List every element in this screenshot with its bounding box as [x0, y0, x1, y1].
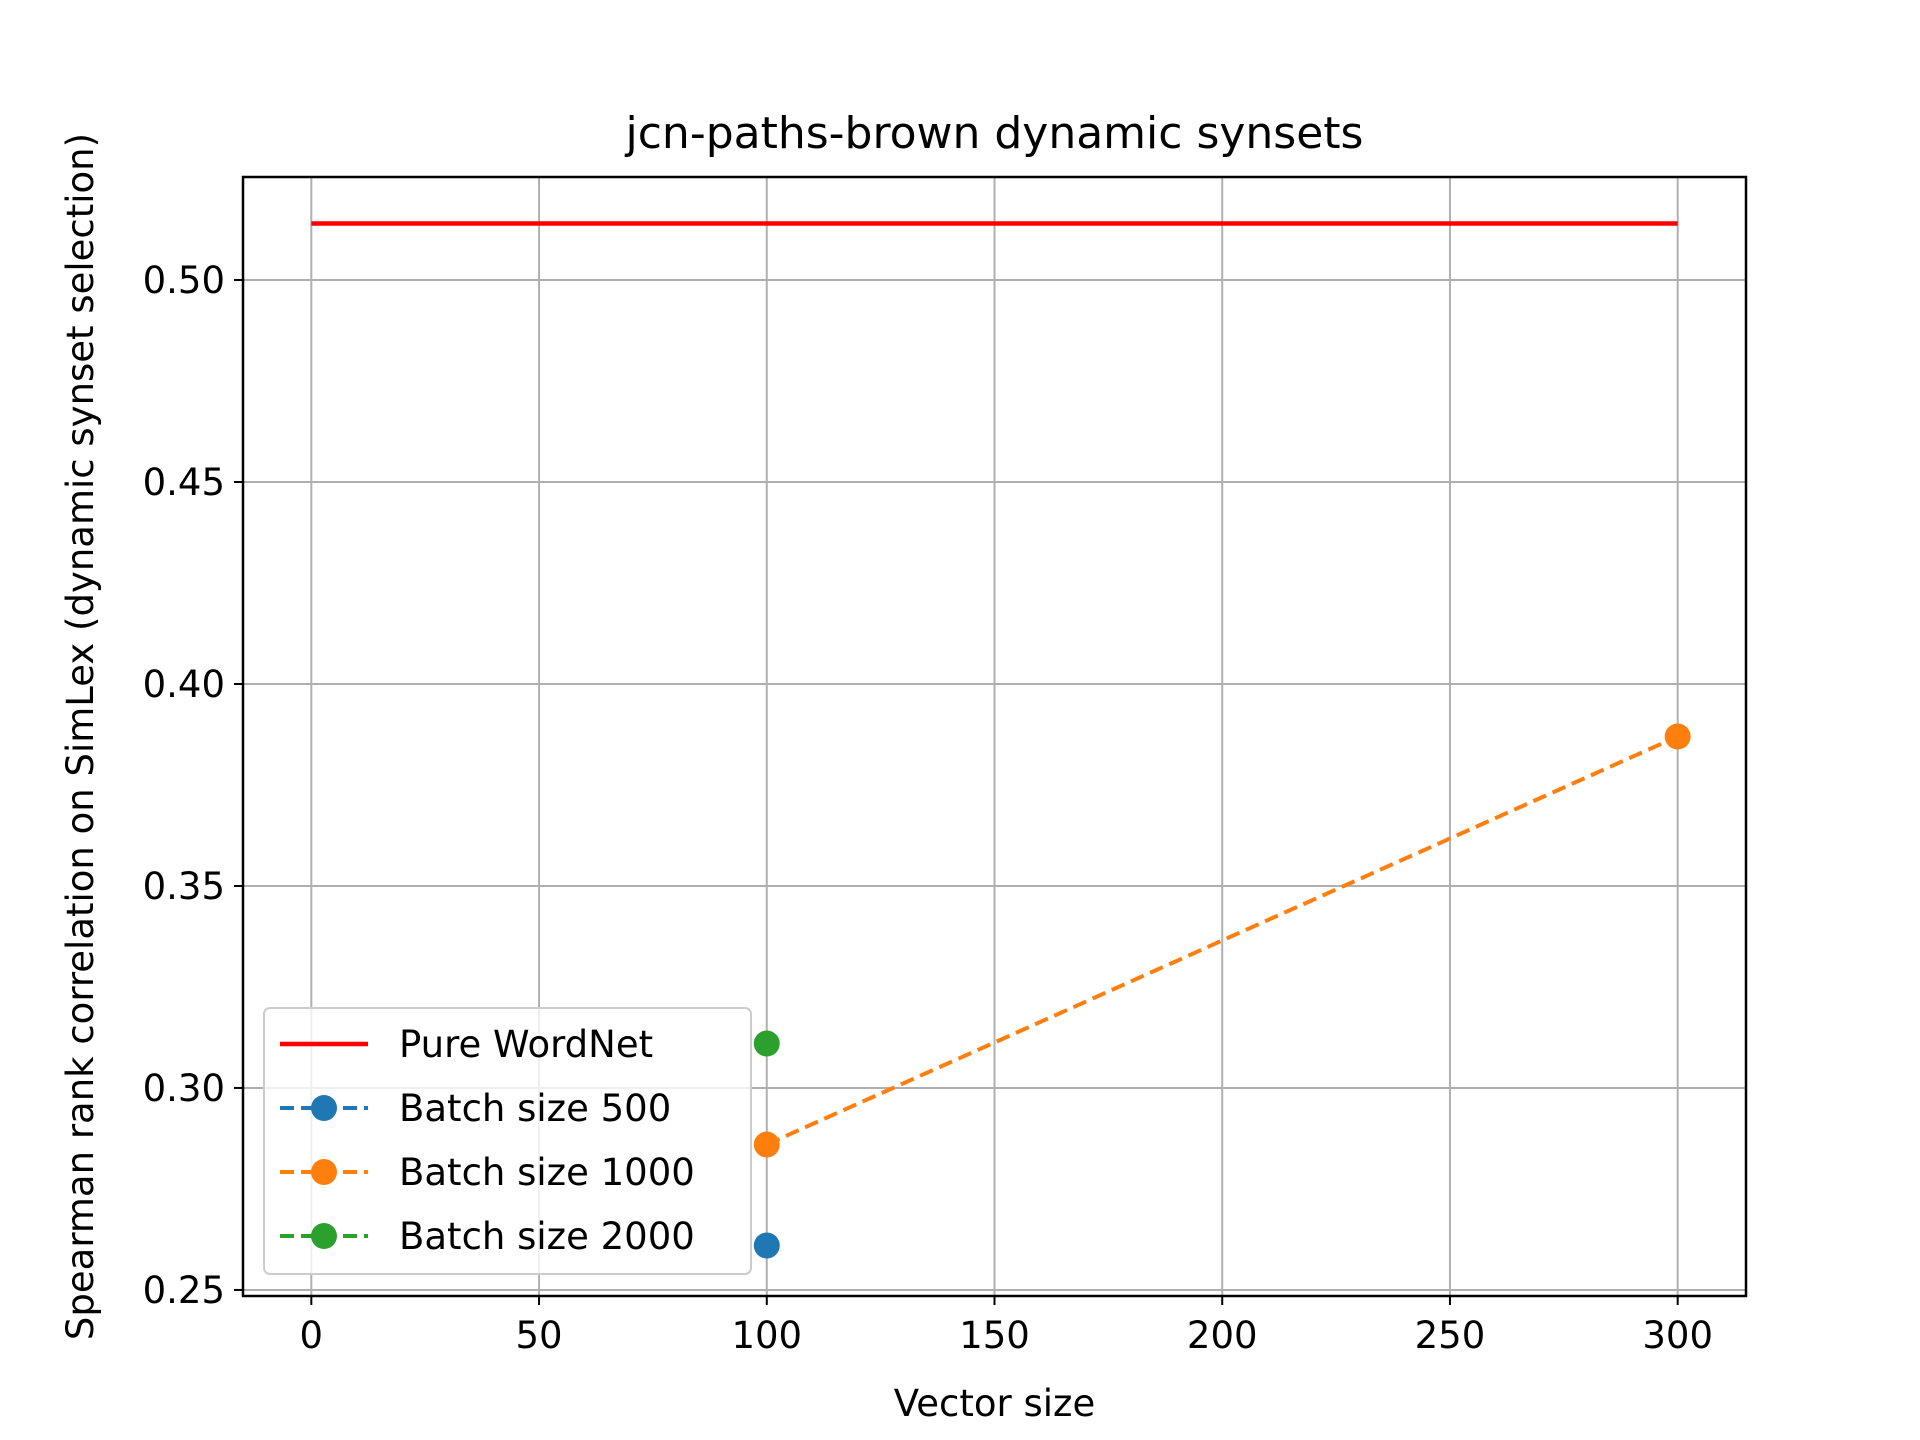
- y-tick-label: 0.45: [143, 461, 225, 504]
- data-point: [1664, 723, 1691, 750]
- grid: [243, 177, 1746, 1296]
- series-1: [753, 1232, 780, 1259]
- data-point: [753, 1232, 780, 1259]
- chart-title: jcn-paths-brown dynamic synsets: [625, 108, 1364, 159]
- y-tick-label: 0.50: [143, 259, 225, 302]
- y-tick-label: 0.30: [143, 1067, 225, 1110]
- x-tick-label: 250: [1415, 1314, 1486, 1357]
- y-tick-label: 0.40: [143, 663, 225, 706]
- y-tick-label: 0.35: [143, 865, 225, 908]
- legend-swatch-marker: [311, 1159, 337, 1185]
- series-3: [753, 1030, 780, 1057]
- x-axis-label: Vector size: [894, 1382, 1095, 1425]
- legend-label: Batch size 500: [399, 1087, 671, 1130]
- legend: Pure WordNet Batch size 500 Batch size 100…: [263, 1007, 752, 1275]
- legend-box: [263, 1007, 752, 1275]
- legend-label: Pure WordNet: [399, 1023, 653, 1066]
- x-tick-label: 300: [1642, 1314, 1713, 1357]
- series-2: [753, 723, 1691, 1158]
- x-tick-label: 150: [959, 1314, 1030, 1357]
- y-tick-label: 0.25: [143, 1269, 225, 1312]
- series-line: [765, 734, 1679, 1147]
- x-tick-label: 50: [515, 1314, 562, 1357]
- x-tick-label: 200: [1187, 1314, 1258, 1357]
- legend-label: Batch size 1000: [399, 1151, 695, 1194]
- x-tick-label: 100: [731, 1314, 802, 1357]
- legend-swatch-marker: [311, 1095, 337, 1121]
- y-axis-label: Spearman rank correlation on SimLex (dyn…: [59, 133, 102, 1340]
- series-layer: [311, 221, 1691, 1259]
- legend-label: Batch size 2000: [399, 1215, 695, 1258]
- legend-swatch-marker: [311, 1223, 337, 1249]
- axis-ticks: 0 50 100 150 200 250 300 0.25 0.30 0.35 0.40 0.45 0.…: [143, 259, 1713, 1357]
- x-tick-label: 0: [300, 1314, 324, 1357]
- data-point: [753, 1131, 780, 1158]
- data-point: [753, 1030, 780, 1057]
